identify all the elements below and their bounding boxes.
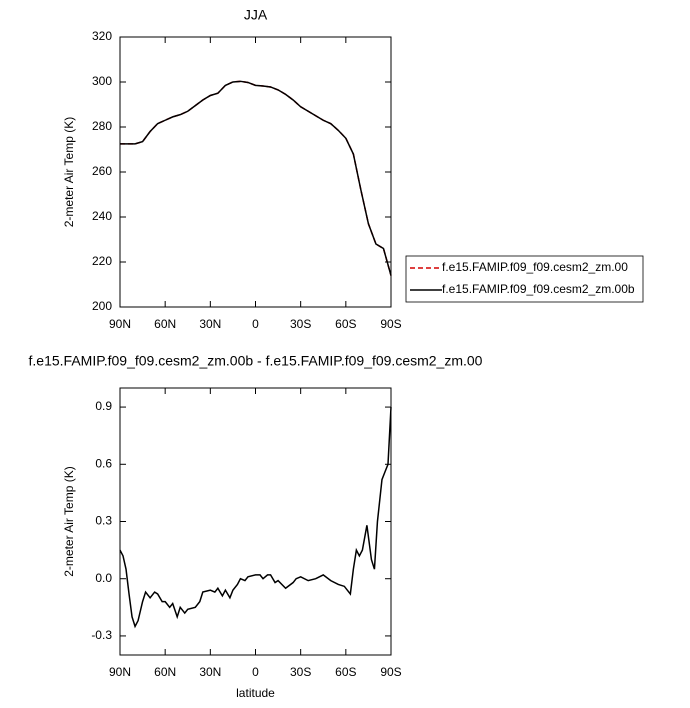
x-tick-label: 30S xyxy=(290,317,311,331)
y-tick-label: 260 xyxy=(92,164,112,178)
x-tick-label: 90N xyxy=(109,317,131,331)
x-tick-label: 90S xyxy=(380,317,401,331)
data-line xyxy=(119,407,392,629)
y-axis-label: 2-meter Air Temp (K) xyxy=(62,466,76,576)
y-axis-label: 2-meter Air Temp (K) xyxy=(62,117,76,227)
x-tick-label: 90N xyxy=(109,665,131,679)
y-tick-label: 200 xyxy=(92,299,112,313)
data-line xyxy=(120,80,392,276)
y-tick-label: -0.3 xyxy=(91,628,112,642)
x-tick-label: 30S xyxy=(290,665,311,679)
x-tick-label: 90S xyxy=(380,665,401,679)
x-axis-label: latitude xyxy=(236,686,275,700)
y-tick-label: 240 xyxy=(92,209,112,223)
legend-box xyxy=(405,255,644,303)
x-tick-label: 30N xyxy=(199,317,221,331)
x-tick-label: 60N xyxy=(154,665,176,679)
x-tick-label: 30N xyxy=(199,665,221,679)
chart-title: f.e15.FAMIP.f09_f09.cesm2_zm.00b - f.e15… xyxy=(29,353,483,369)
plot-frame xyxy=(119,36,392,308)
x-tick-label: 0 xyxy=(252,665,259,679)
y-tick-label: 300 xyxy=(92,74,112,88)
x-tick-label: 60N xyxy=(154,317,176,331)
y-tick-label: 0.6 xyxy=(95,456,112,470)
y-tick-label: 280 xyxy=(92,119,112,133)
y-tick-label: 320 xyxy=(92,29,112,43)
legend-label: f.e15.FAMIP.f09_f09.cesm2_zm.00b xyxy=(442,282,635,296)
plot-frame xyxy=(119,387,392,656)
legend-label: f.e15.FAMIP.f09_f09.cesm2_zm.00 xyxy=(442,260,628,274)
chart-title: JJA xyxy=(244,7,268,23)
y-tick-label: 220 xyxy=(92,254,112,268)
x-tick-label: 60S xyxy=(335,317,356,331)
x-tick-label: 0 xyxy=(252,317,259,331)
y-tick-label: 0.0 xyxy=(95,571,112,585)
x-tick-label: 60S xyxy=(335,665,356,679)
data-line xyxy=(120,80,392,276)
y-tick-label: 0.3 xyxy=(95,514,112,528)
y-tick-label: 0.9 xyxy=(95,399,112,413)
